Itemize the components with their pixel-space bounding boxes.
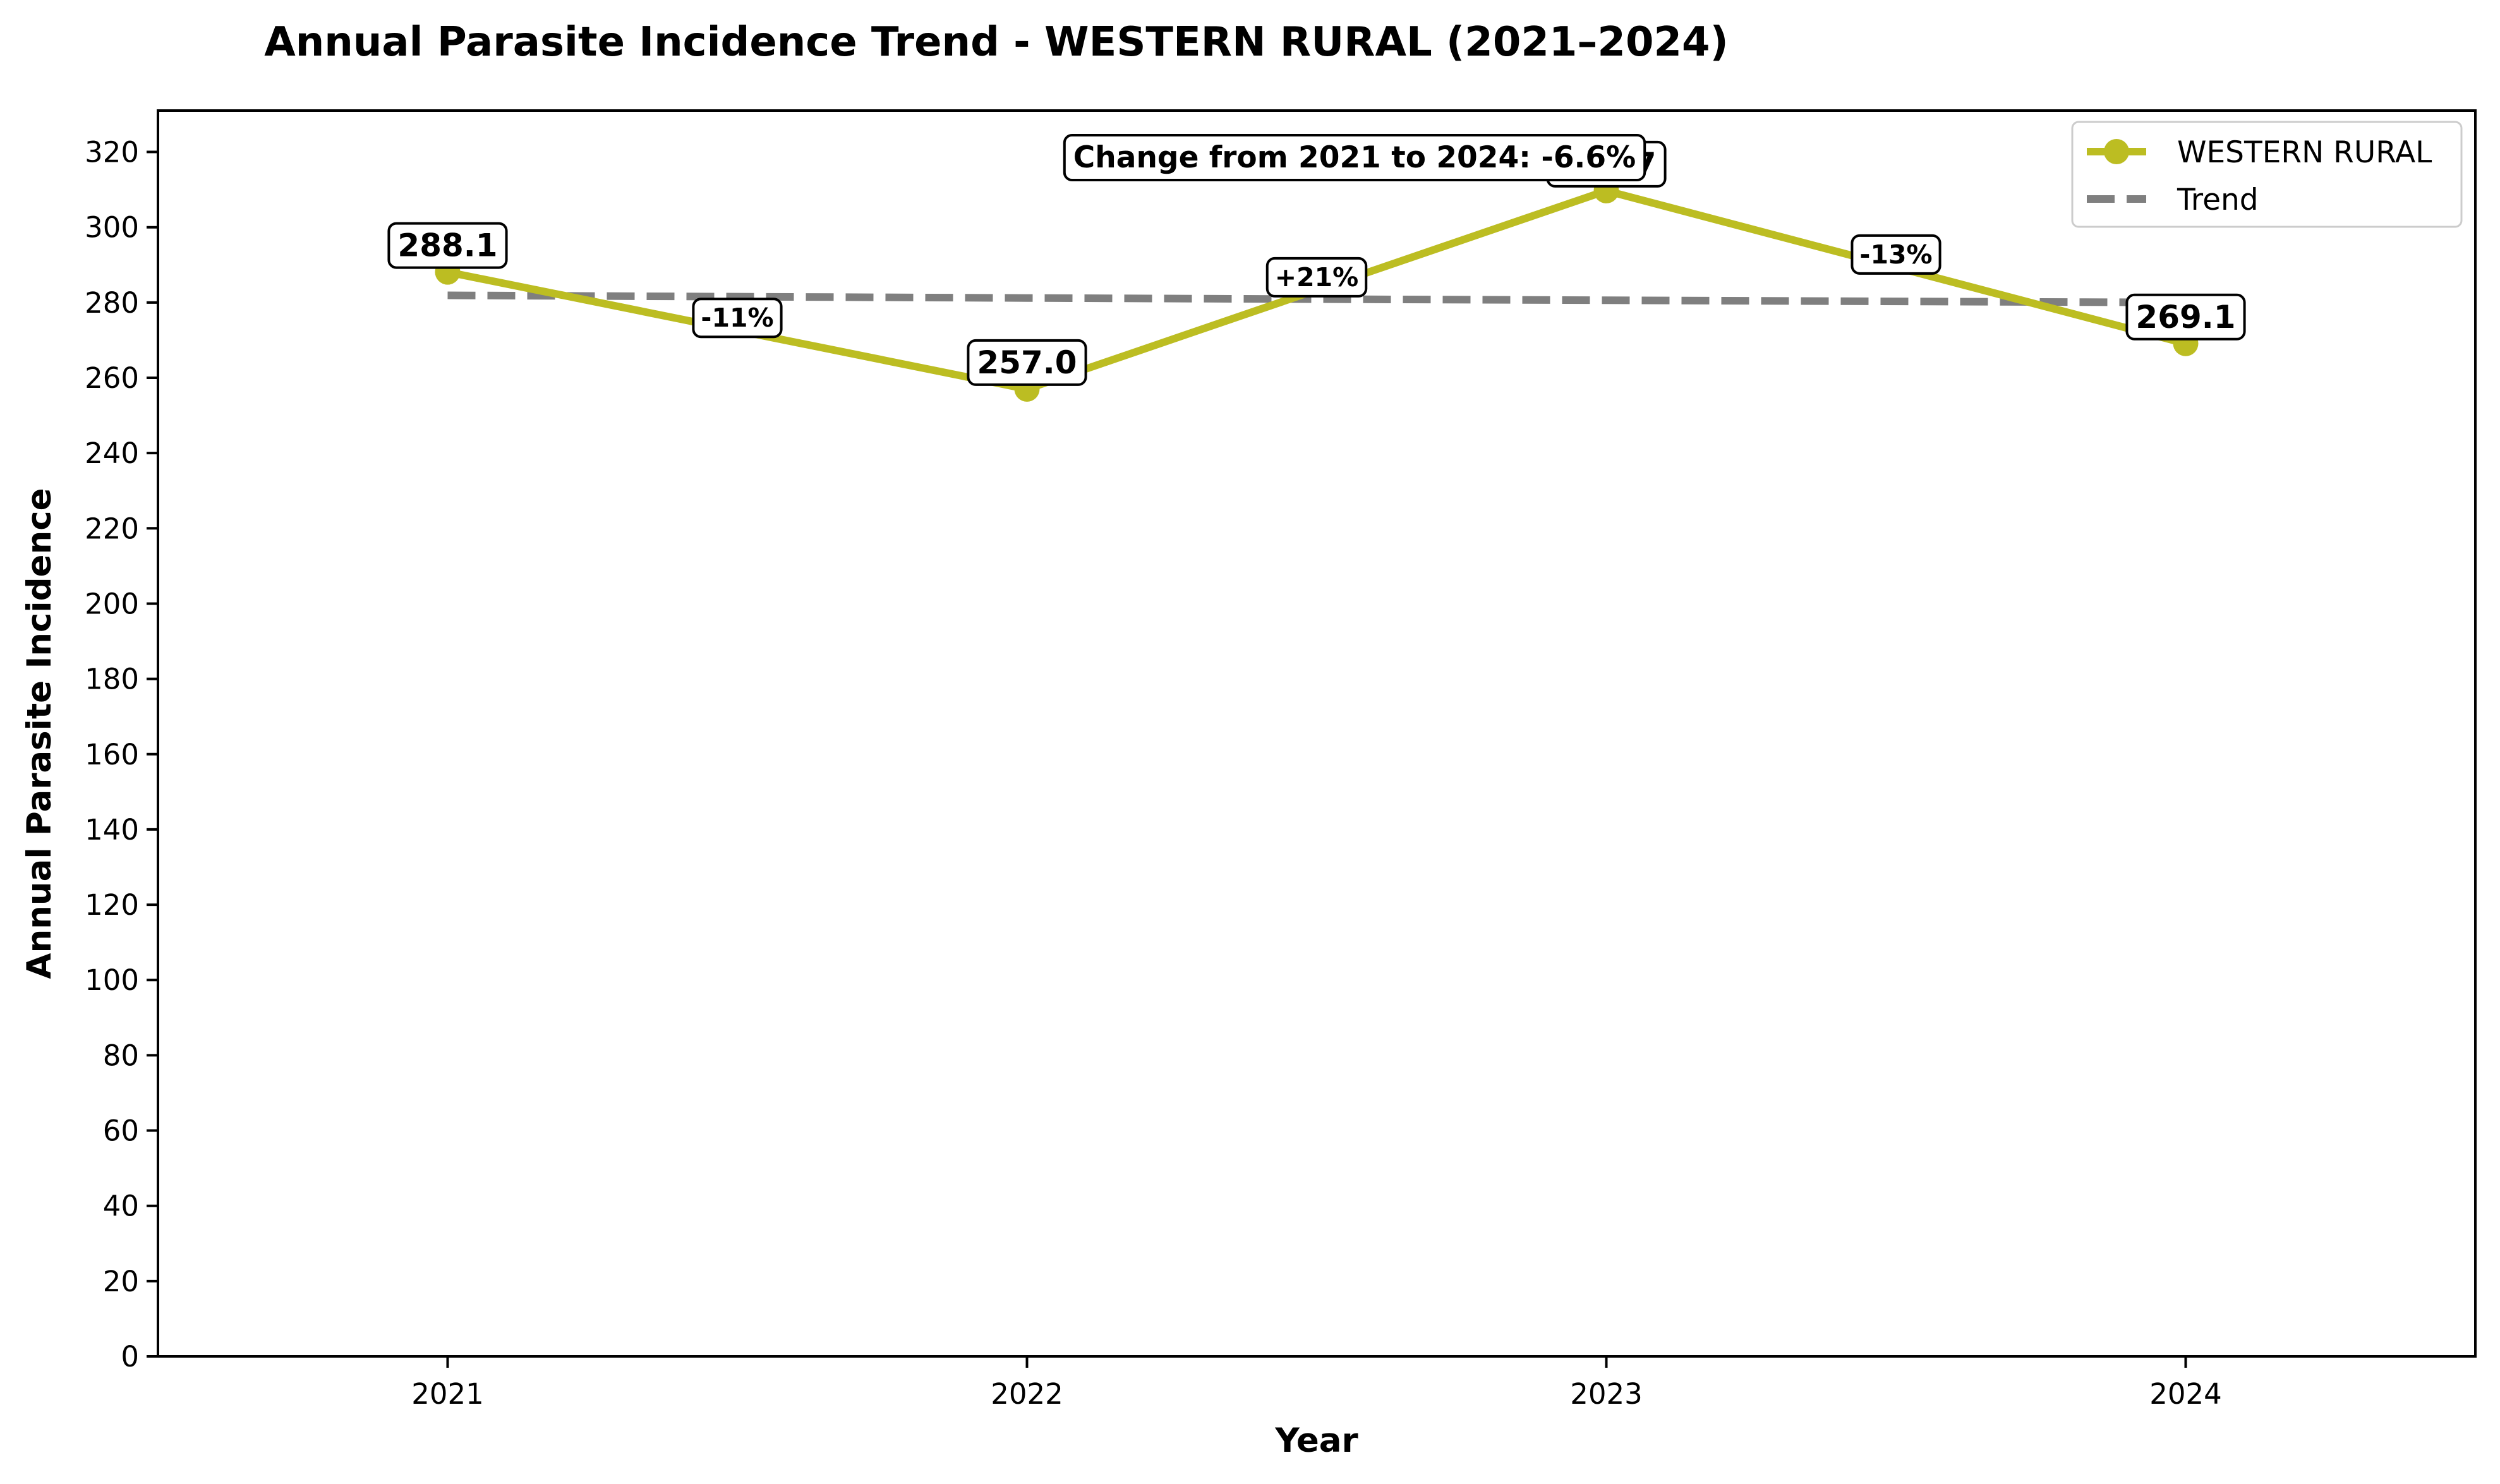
change-annotation: Change from 2021 to 2024: -6.6% (1063, 134, 1646, 181)
y-tick-label: 220 (85, 512, 139, 545)
percent-change-label: +21% (1265, 256, 1368, 298)
y-tick-label: 180 (85, 663, 139, 696)
percent-change-label-text: -13% (1859, 239, 1932, 270)
percent-change-label-box (1265, 256, 1368, 298)
chart-title: Annual Parasite Incidence Trend - WESTER… (264, 19, 1729, 66)
legend-frame (2071, 121, 2463, 228)
change-annotation-box (1063, 134, 1646, 181)
value-label: 257.0 (967, 339, 1087, 386)
value-label-box (967, 339, 1087, 386)
y-tick-label: 40 (103, 1190, 139, 1223)
value-label-text: 269.1 (2135, 299, 2235, 335)
y-tick-label: 160 (85, 738, 139, 771)
y-tick-label: 120 (85, 888, 139, 922)
x-axis-ticks: 2021 2022 2023 2024 (411, 1356, 2222, 1411)
x-tick-label: 2024 (2149, 1377, 2222, 1411)
percent-change-label-box (692, 298, 783, 339)
y-tick-label: 140 (85, 813, 139, 847)
y-tick-label: 20 (103, 1265, 139, 1298)
value-label-text: 257.0 (977, 344, 1077, 381)
y-tick-label: 260 (85, 361, 139, 395)
percent-change-labels: -11% +21% -13% (692, 234, 1941, 339)
x-axis-label: Year (1274, 1421, 1358, 1460)
legend-series-label: WESTERN RURAL (2177, 135, 2432, 170)
percent-change-label-text: -11% (701, 303, 773, 333)
plot-frame (157, 109, 2477, 1358)
y-tick-label: 0 (121, 1340, 139, 1373)
legend: WESTERN RURAL Trend (2071, 121, 2463, 228)
percent-change-label: -11% (692, 298, 783, 339)
y-tick-label: 80 (103, 1039, 139, 1072)
x-tick-label: 2021 (411, 1377, 484, 1411)
value-label-box (387, 222, 508, 269)
y-tick-label: 240 (85, 437, 139, 470)
y-tick-label: 280 (85, 286, 139, 320)
value-label-box (2125, 293, 2246, 341)
legend-trend-label: Trend (2177, 183, 2259, 217)
percent-change-label-box (1851, 234, 1941, 275)
x-tick-label: 2023 (1570, 1377, 1643, 1411)
y-tick-label: 320 (85, 136, 139, 169)
percent-change-label-text: +21% (1275, 262, 1359, 293)
value-label: 288.1 (387, 222, 508, 269)
y-tick-label: 100 (85, 963, 139, 997)
y-tick-label: 200 (85, 587, 139, 620)
y-tick-label: 60 (103, 1114, 139, 1148)
x-tick-label: 2022 (991, 1377, 1063, 1411)
legend-series-marker (2104, 139, 2129, 164)
y-axis-ticks: 0 20 40 60 80 100 120 140 160 180 200 220 240 260 280 3… (85, 136, 158, 1373)
y-axis-label: Annual Parasite Incidence (20, 488, 59, 979)
value-label-text: 288.1 (397, 227, 497, 264)
y-tick-label: 300 (85, 211, 139, 244)
percent-change-label: -13% (1851, 234, 1941, 275)
value-label: 269.1 (2125, 293, 2246, 341)
change-annotation-text: Change from 2021 to 2024: -6.6% (1073, 140, 1636, 175)
trend-line (447, 291, 2186, 306)
